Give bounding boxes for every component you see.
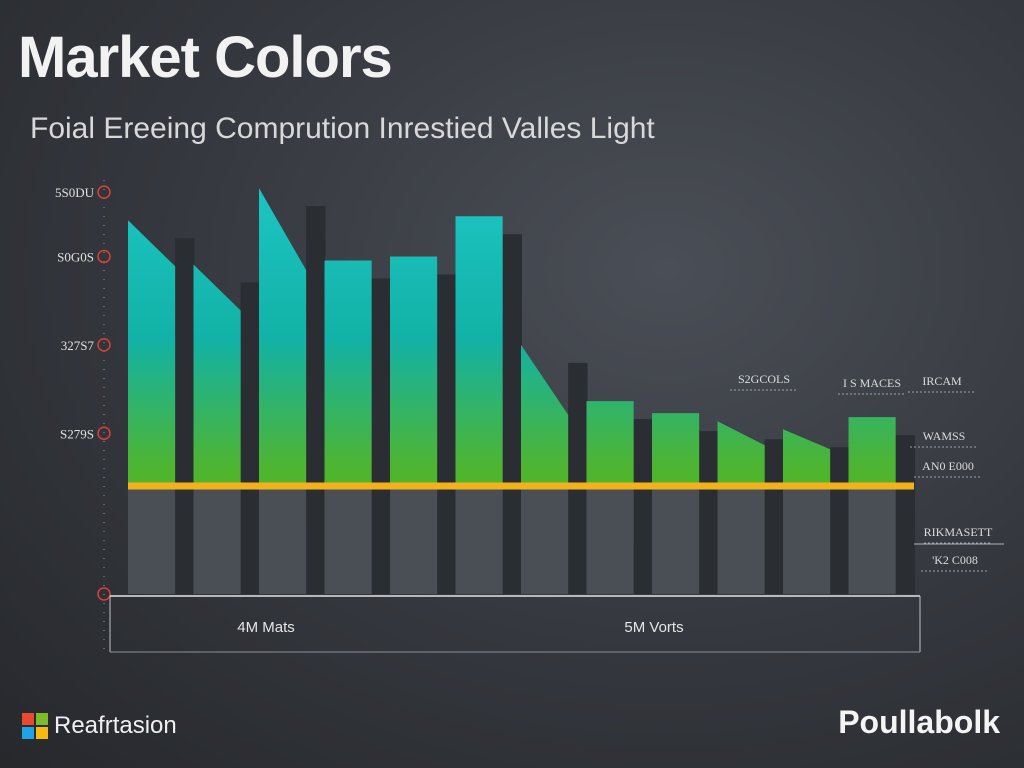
brand-right-name: Poullabolk	[838, 704, 1000, 740]
bar-side	[633, 419, 653, 594]
bar-front	[259, 188, 307, 486]
y-tick-marker	[97, 587, 111, 601]
x-group-label: 5M Vorts	[624, 619, 683, 636]
bar	[717, 421, 784, 594]
chart-subtitle: Foial Ereeing Comprution Inrestied Valle…	[30, 112, 655, 145]
bar-base	[324, 485, 372, 594]
baseline-layer	[128, 482, 914, 490]
y-tick-marker	[97, 338, 111, 352]
bar-front	[455, 216, 503, 486]
chart-title: Market Colors	[18, 25, 393, 90]
bar	[128, 220, 195, 594]
annotation-label: AN0 E000	[922, 459, 974, 473]
bar-side	[699, 431, 719, 594]
annotations: S2GCOLS I S MACES IRCAM WAMSS AN0 E000 RIKMAS…	[730, 372, 1004, 572]
bars	[128, 188, 915, 594]
x-axis: 4M Mats 5M Vorts	[109, 595, 921, 653]
bar-base	[848, 485, 896, 594]
bar-base	[521, 485, 569, 594]
bar-front	[521, 344, 569, 486]
bar	[455, 216, 522, 594]
bar	[193, 264, 260, 594]
brand-left-name: Reafrtasion	[54, 712, 177, 739]
bar-side	[764, 439, 784, 594]
bar-side	[240, 282, 260, 594]
bar-base	[586, 485, 634, 594]
annotation-label: 'K2 C008	[932, 553, 978, 567]
bar-front	[324, 260, 372, 486]
y-tick-label: S0G0S	[57, 249, 94, 264]
y-tick-marker	[97, 249, 111, 264]
bar-side	[371, 278, 391, 594]
bar-front	[717, 421, 765, 486]
annotation-label: IRCAM	[922, 374, 962, 388]
windows-logo-icon	[22, 713, 48, 739]
y-tick-label: S279S	[60, 426, 94, 441]
brand-left: Reafrtasion	[22, 712, 177, 740]
y-tick-label: 327S7	[61, 338, 95, 353]
bar-front	[848, 417, 896, 486]
annotation-label: WAMSS	[923, 429, 966, 443]
y-tick-marker	[97, 185, 111, 199]
bar	[521, 344, 588, 594]
bar-base	[193, 485, 241, 594]
bar-base	[455, 485, 503, 594]
bar-base	[390, 485, 438, 594]
bar-side	[306, 206, 326, 594]
bar	[324, 260, 391, 594]
annotation-label: RIKMASETT	[924, 525, 993, 539]
bar-front	[586, 401, 634, 486]
bar-front	[783, 429, 831, 486]
bar-side	[895, 435, 915, 594]
bar	[783, 429, 850, 594]
bar-base	[717, 485, 765, 594]
bar-front	[652, 413, 700, 486]
bar-base	[783, 485, 831, 594]
y-tick-label: 5S0DU	[55, 185, 95, 200]
bar-base	[128, 485, 176, 594]
bar-side	[502, 234, 522, 594]
annotation-label: I S MACES	[843, 376, 901, 390]
bar-side	[175, 238, 195, 594]
x-group-label: 4M Mats	[237, 619, 295, 636]
bar-front	[128, 220, 176, 486]
bar	[390, 256, 457, 594]
bar-front	[390, 256, 438, 486]
y-tick-marker	[97, 426, 111, 441]
bar	[848, 417, 915, 594]
baseline-stripe	[128, 482, 914, 490]
bar-side	[568, 362, 588, 594]
bar-side	[437, 274, 457, 594]
bar	[586, 401, 653, 594]
bar	[259, 188, 326, 594]
bar-front	[193, 264, 241, 486]
bar-side	[830, 447, 850, 594]
y-axis: 5S0DU S0G0S 327S7 S279S	[55, 180, 111, 652]
bar	[652, 413, 719, 594]
annotation-label: S2GCOLS	[738, 372, 790, 386]
bar-base	[652, 485, 700, 594]
bar-base	[259, 485, 307, 594]
